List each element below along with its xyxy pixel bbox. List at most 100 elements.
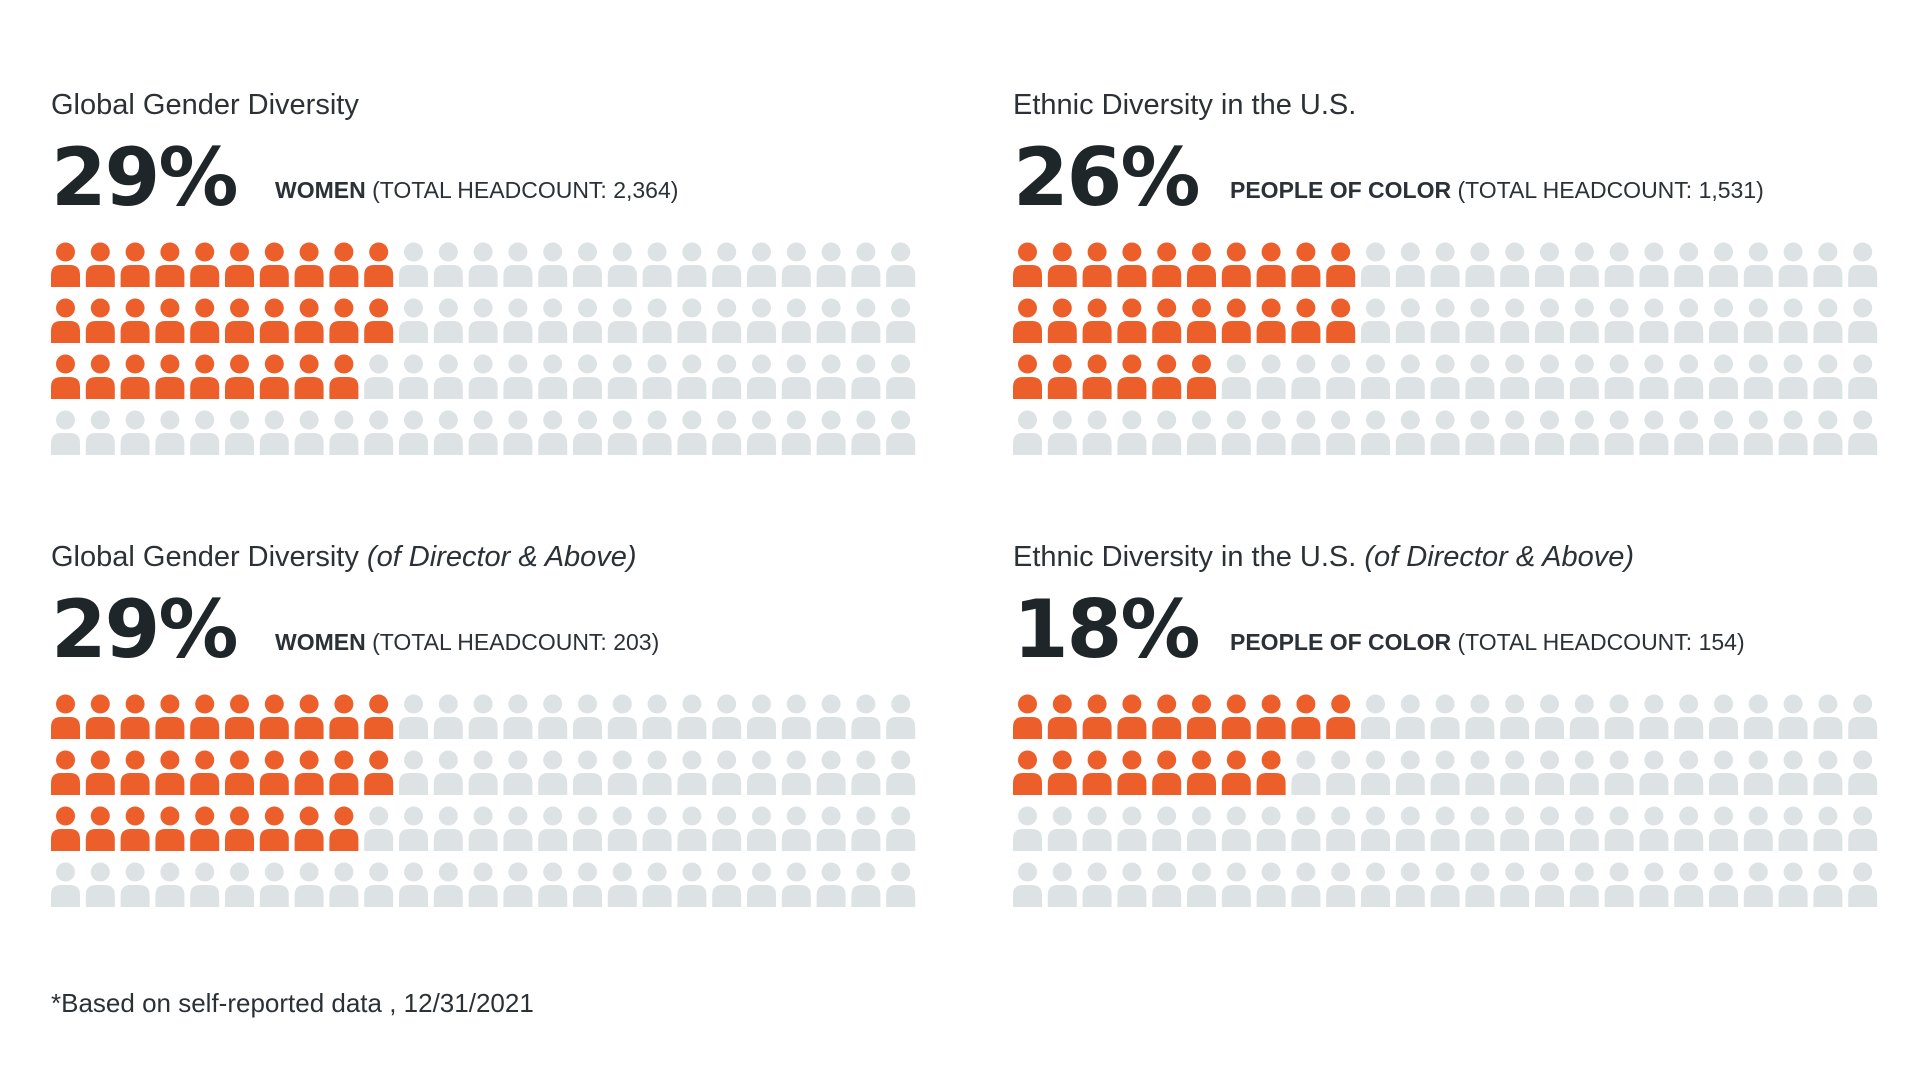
person-icon-highlighted	[120, 242, 150, 287]
person-icon	[573, 410, 602, 455]
person-icon-highlighted	[225, 298, 254, 343]
person-icon-highlighted	[1256, 298, 1286, 343]
person-icon-highlighted	[120, 354, 150, 399]
person-icon	[573, 806, 602, 851]
person-icon	[1221, 806, 1251, 851]
headcount-label: (TOTAL HEADCOUNT: 2,364)	[372, 177, 679, 203]
person-icon	[1256, 354, 1286, 399]
person-icon	[1639, 410, 1669, 455]
person-icon	[1535, 242, 1564, 287]
person-icon	[1430, 694, 1460, 739]
person-icon	[1500, 298, 1530, 343]
person-icon	[1848, 298, 1878, 343]
person-icon	[1326, 750, 1356, 795]
percentage-value: 18%	[1013, 583, 1200, 676]
panel-title-text: Global Gender Diversity	[51, 541, 359, 573]
person-icon	[677, 806, 707, 851]
person-icon-highlighted	[51, 298, 80, 343]
person-icon	[1569, 410, 1599, 455]
person-icon	[1430, 298, 1460, 343]
person-icon-highlighted	[364, 242, 394, 287]
person-icon-highlighted	[1117, 242, 1147, 287]
person-icon	[1465, 298, 1495, 343]
person-icon	[1604, 410, 1634, 455]
person-icon-highlighted	[329, 806, 359, 851]
person-icon	[1047, 862, 1077, 907]
person-icon	[1082, 862, 1112, 907]
person-icon	[1326, 806, 1356, 851]
person-icon	[1535, 354, 1564, 399]
person-icon	[851, 750, 881, 795]
person-icon	[1361, 750, 1390, 795]
person-icon	[1361, 298, 1390, 343]
person-icon	[712, 298, 742, 343]
stat-row: 29% WOMEN (TOTAL HEADCOUNT: 2,364)	[51, 130, 921, 234]
person-icon	[51, 410, 80, 455]
person-icon	[1430, 862, 1460, 907]
person-icon	[886, 410, 916, 455]
person-icon	[1256, 410, 1286, 455]
person-icon-highlighted	[1187, 242, 1216, 287]
person-icon	[1395, 862, 1425, 907]
person-icon	[886, 242, 916, 287]
person-icon	[503, 806, 533, 851]
person-icon-highlighted	[190, 750, 220, 795]
person-icon	[399, 862, 428, 907]
person-icon	[1569, 354, 1599, 399]
person-icon	[1326, 354, 1356, 399]
person-icon-highlighted	[190, 806, 220, 851]
person-icon	[1743, 750, 1773, 795]
person-icon	[190, 410, 220, 455]
person-icon	[1674, 862, 1704, 907]
person-icon	[1813, 806, 1843, 851]
person-icon	[781, 750, 811, 795]
person-icon	[1465, 694, 1495, 739]
director-ethnic-diversity-panel: Ethnic Diversity in the U.S. (of Directo…	[1013, 540, 1883, 908]
person-icon	[1778, 410, 1808, 455]
person-icon-highlighted	[1256, 694, 1286, 739]
person-icon	[1709, 694, 1738, 739]
person-icon	[1500, 410, 1530, 455]
person-icon	[1187, 806, 1216, 851]
person-icon-highlighted	[155, 298, 185, 343]
person-icon-highlighted	[1013, 242, 1042, 287]
person-icon	[1430, 354, 1460, 399]
person-icon	[712, 354, 742, 399]
person-icon	[1674, 694, 1704, 739]
person-icon	[1361, 862, 1390, 907]
stat-row: 29% WOMEN (TOTAL HEADCOUNT: 203)	[51, 582, 921, 686]
person-icon	[1848, 242, 1878, 287]
gender-diversity-panel: Global Gender Diversity 29% WOMEN (TOTAL…	[51, 88, 921, 456]
person-icon-highlighted	[259, 694, 289, 739]
person-icon-highlighted	[294, 354, 324, 399]
people-icon-grid	[51, 694, 916, 907]
person-icon	[468, 410, 498, 455]
person-icon	[538, 242, 568, 287]
person-icon	[468, 862, 498, 907]
person-icon	[1221, 354, 1251, 399]
person-icon	[1674, 806, 1704, 851]
person-icon	[433, 298, 463, 343]
person-icon	[294, 862, 324, 907]
people-icon-grid	[51, 242, 916, 455]
people-icon-grid	[1013, 242, 1878, 455]
person-icon	[1569, 298, 1599, 343]
person-icon-highlighted	[329, 242, 359, 287]
person-icon	[573, 298, 602, 343]
caption: WOMEN (TOTAL HEADCOUNT: 2,364)	[275, 175, 678, 205]
person-icon-highlighted	[51, 806, 80, 851]
person-icon	[781, 242, 811, 287]
person-icon	[607, 862, 637, 907]
person-icon	[607, 694, 637, 739]
person-icon-highlighted	[1187, 298, 1216, 343]
person-icon	[1709, 806, 1738, 851]
person-icon	[1361, 242, 1390, 287]
person-icon	[1743, 806, 1773, 851]
person-icon	[155, 862, 185, 907]
person-icon	[1465, 750, 1495, 795]
person-icon	[1465, 242, 1495, 287]
person-icon-highlighted	[1256, 750, 1286, 795]
person-icon	[747, 806, 776, 851]
stat-row: 18% PEOPLE OF COLOR (TOTAL HEADCOUNT: 15…	[1013, 582, 1883, 686]
person-icon	[677, 862, 707, 907]
